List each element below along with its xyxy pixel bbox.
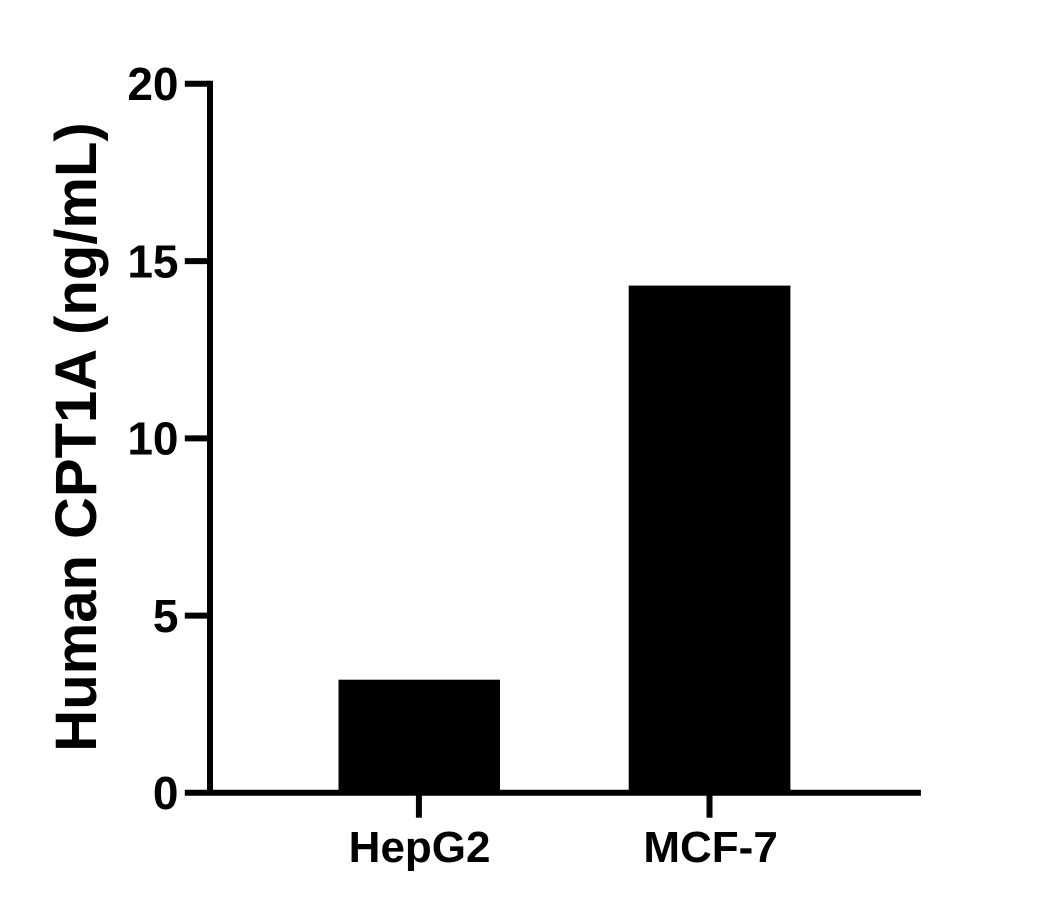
svg-text:HepG2: HepG2: [349, 823, 491, 872]
svg-text:MCF-7: MCF-7: [643, 823, 777, 872]
svg-text:5: 5: [153, 590, 179, 642]
svg-text:10: 10: [127, 413, 178, 465]
svg-text:Human CPT1A (ng/mL): Human CPT1A (ng/mL): [44, 122, 109, 751]
svg-text:0: 0: [153, 767, 179, 819]
svg-text:15: 15: [127, 235, 178, 287]
svg-text:20: 20: [127, 58, 178, 110]
